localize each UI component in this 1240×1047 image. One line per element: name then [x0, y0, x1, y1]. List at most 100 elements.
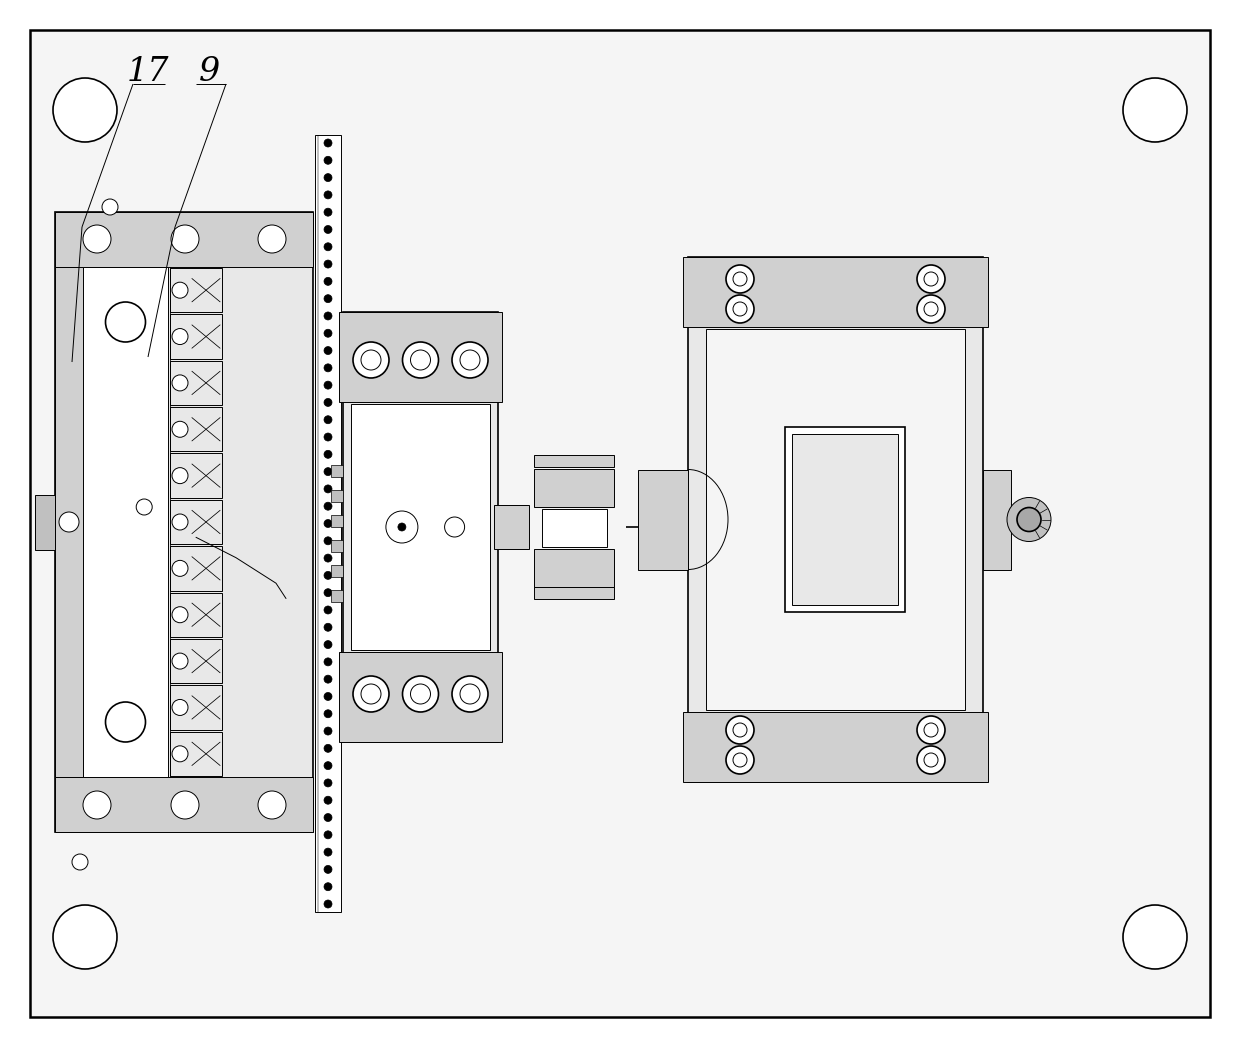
Bar — [170, 732, 222, 776]
Bar — [331, 591, 343, 602]
Bar — [170, 268, 222, 312]
Circle shape — [353, 676, 389, 712]
Bar — [706, 329, 965, 710]
Bar — [688, 257, 983, 782]
Bar — [331, 540, 343, 552]
Circle shape — [258, 790, 286, 819]
Circle shape — [324, 623, 332, 631]
Circle shape — [918, 747, 945, 774]
Circle shape — [398, 524, 405, 531]
Circle shape — [1123, 77, 1187, 142]
Bar — [83, 267, 167, 777]
Circle shape — [403, 676, 439, 712]
Circle shape — [353, 342, 389, 378]
Circle shape — [324, 416, 332, 424]
Circle shape — [324, 641, 332, 648]
Circle shape — [172, 745, 188, 762]
Circle shape — [324, 503, 332, 510]
Circle shape — [453, 676, 489, 712]
Circle shape — [172, 653, 188, 669]
Circle shape — [924, 723, 937, 737]
Circle shape — [324, 294, 332, 303]
Circle shape — [53, 905, 117, 970]
Bar — [343, 312, 498, 742]
Circle shape — [725, 747, 754, 774]
Circle shape — [324, 243, 332, 251]
Circle shape — [83, 790, 112, 819]
Circle shape — [453, 342, 489, 378]
Bar — [315, 135, 341, 912]
Bar — [331, 465, 343, 477]
Circle shape — [105, 302, 145, 342]
Circle shape — [324, 554, 332, 562]
Circle shape — [172, 514, 188, 530]
Circle shape — [172, 283, 188, 298]
Circle shape — [725, 265, 754, 293]
Circle shape — [171, 225, 198, 253]
Bar — [542, 509, 606, 547]
Circle shape — [136, 499, 153, 515]
Circle shape — [324, 606, 332, 614]
Circle shape — [83, 225, 112, 253]
Circle shape — [386, 511, 418, 543]
Circle shape — [324, 468, 332, 475]
Circle shape — [924, 753, 937, 767]
Circle shape — [324, 537, 332, 544]
Circle shape — [172, 375, 188, 391]
Circle shape — [725, 295, 754, 324]
Circle shape — [725, 716, 754, 744]
Circle shape — [172, 421, 188, 438]
Bar — [534, 587, 614, 599]
Circle shape — [324, 710, 332, 718]
Circle shape — [324, 831, 332, 839]
Bar — [983, 469, 1011, 570]
Circle shape — [1123, 905, 1187, 970]
Bar — [170, 361, 222, 405]
Circle shape — [324, 312, 332, 320]
Circle shape — [918, 716, 945, 744]
Circle shape — [324, 399, 332, 406]
Bar — [494, 505, 529, 549]
Circle shape — [361, 350, 381, 370]
Circle shape — [60, 512, 79, 532]
Circle shape — [324, 675, 332, 683]
Bar — [351, 404, 490, 650]
Bar — [339, 312, 502, 402]
Circle shape — [460, 684, 480, 704]
Circle shape — [324, 433, 332, 441]
Circle shape — [918, 295, 945, 324]
Bar — [683, 257, 988, 327]
Circle shape — [172, 699, 188, 715]
Bar — [534, 469, 614, 507]
Bar — [170, 407, 222, 451]
Circle shape — [324, 347, 332, 355]
Circle shape — [324, 761, 332, 770]
Circle shape — [324, 744, 332, 753]
Bar — [331, 515, 343, 527]
Circle shape — [324, 485, 332, 493]
Circle shape — [258, 225, 286, 253]
Circle shape — [410, 350, 430, 370]
Circle shape — [324, 225, 332, 233]
Bar — [683, 712, 988, 782]
Circle shape — [172, 560, 188, 576]
Circle shape — [324, 814, 332, 822]
Bar — [170, 453, 222, 497]
Circle shape — [445, 517, 465, 537]
Bar — [170, 639, 222, 684]
Circle shape — [324, 883, 332, 891]
Circle shape — [171, 790, 198, 819]
Bar — [785, 427, 905, 612]
Bar — [339, 652, 502, 742]
Circle shape — [324, 727, 332, 735]
Circle shape — [324, 692, 332, 700]
Circle shape — [324, 796, 332, 804]
Text: 17: 17 — [126, 55, 169, 88]
Text: 9: 9 — [200, 55, 221, 88]
Circle shape — [324, 848, 332, 856]
Circle shape — [324, 658, 332, 666]
Circle shape — [324, 450, 332, 459]
Bar — [170, 314, 222, 359]
Bar — [170, 499, 222, 544]
Circle shape — [324, 139, 332, 147]
